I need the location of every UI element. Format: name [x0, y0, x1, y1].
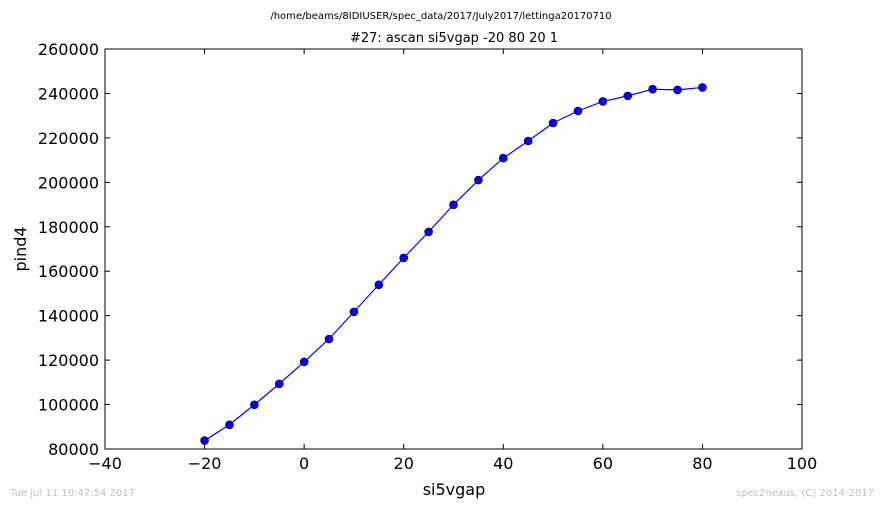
y-tick-label: 240000: [38, 84, 99, 103]
data-point: [698, 83, 707, 92]
data-point: [498, 153, 508, 163]
plot-area: [200, 83, 707, 445]
figure-suptitle: /home/beams/8IDIUSER/spec_data/2017/July…: [270, 11, 611, 22]
y-tick-label: 140000: [38, 307, 99, 326]
y-tick-label: 120000: [38, 351, 99, 370]
data-point: [548, 118, 558, 128]
x-axis-ticks: −40 −20 0 20 40 60 80 100: [88, 49, 817, 473]
x-tick-label: 80: [692, 454, 712, 473]
data-point: [299, 357, 309, 367]
chart-title: #27: ascan si5vgap -20 80 20 1: [350, 31, 558, 46]
x-tick-label: 40: [493, 454, 513, 473]
x-axis-label: si5vgap: [423, 480, 486, 499]
x-tick-label: 100: [787, 454, 818, 473]
data-point: [673, 85, 682, 95]
data-point: [424, 227, 433, 237]
data-point: [449, 200, 458, 210]
data-point: [200, 436, 209, 445]
data-point: [648, 84, 657, 94]
x-tick-label: 0: [299, 454, 309, 473]
y-tick-label: 260000: [38, 40, 99, 59]
data-point: [225, 420, 234, 430]
data-point: [374, 280, 384, 290]
y-tick-label: 220000: [38, 129, 99, 148]
data-point: [274, 379, 284, 389]
x-tick-label: −40: [88, 454, 122, 473]
y-axis-label: pind4: [11, 226, 30, 271]
x-tick-label: 20: [394, 454, 414, 473]
y-tick-label: 160000: [38, 262, 99, 281]
data-point: [324, 334, 334, 344]
timestamp-footer: Tue Jul 11 10:47:54 2017: [10, 488, 135, 499]
y-tick-label: 180000: [38, 218, 99, 237]
x-tick-label: 60: [593, 454, 613, 473]
data-point: [349, 307, 359, 317]
y-axis-ticks: 80000 100000 120000 140000 160000 180000 20000…: [38, 40, 802, 459]
y-tick-label: 80000: [48, 440, 99, 459]
data-point: [523, 136, 533, 146]
x-tick-label: −20: [188, 454, 222, 473]
axes-frame: [104, 48, 803, 450]
data-point: [474, 175, 483, 185]
y-tick-label: 100000: [38, 396, 99, 415]
data-point: [250, 400, 259, 410]
data-point: [399, 253, 409, 263]
data-point: [573, 106, 583, 116]
y-tick-label: 200000: [38, 173, 99, 192]
data-point: [598, 97, 608, 106]
data-point: [623, 91, 633, 101]
credit-footer: spec2nexus, (C) 2014-2017: [735, 488, 874, 499]
